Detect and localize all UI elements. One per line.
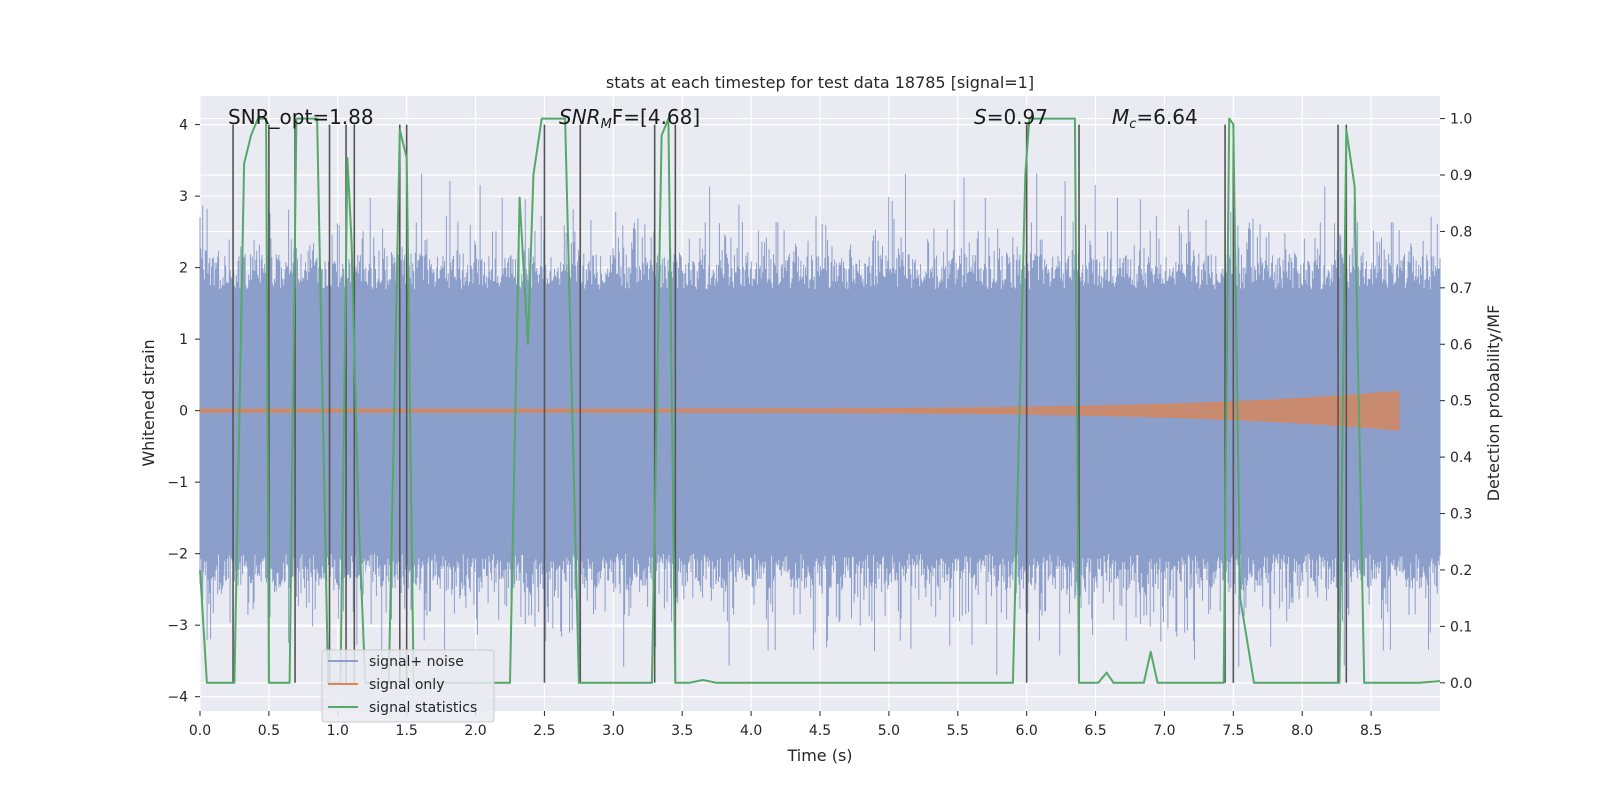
y-tick-label-left: 1 <box>179 332 188 348</box>
x-tick-label: 6.0 <box>1016 723 1038 739</box>
legend-label-statistics: signal statistics <box>369 700 477 716</box>
y-tick-label-right: 0.6 <box>1450 337 1472 353</box>
y-tick-label-right: 0.5 <box>1450 394 1472 410</box>
x-tick-label: 7.5 <box>1222 723 1244 739</box>
x-tick-label: 3.0 <box>602 723 624 739</box>
x-tick-label: 8.5 <box>1360 723 1382 739</box>
legend-label-signal: signal only <box>369 677 444 693</box>
x-tick-label: 8.0 <box>1291 723 1313 739</box>
x-tick-label: 0.0 <box>189 723 211 739</box>
x-tick-label: 7.0 <box>1153 723 1175 739</box>
y-tick-label-left: −1 <box>167 475 188 491</box>
signal-only-series <box>199 390 1400 431</box>
x-tick-label: 5.5 <box>947 723 969 739</box>
y-axis-label-left: Whitened strain <box>139 339 158 466</box>
y-tick-label-right: 0.1 <box>1450 619 1472 635</box>
y-tick-label-left: 2 <box>179 261 188 277</box>
x-tick-label: 6.5 <box>1084 723 1106 739</box>
y-tick-label-right: 0.4 <box>1450 450 1472 466</box>
x-tick-label: 1.0 <box>327 723 349 739</box>
y-tick-label-left: −3 <box>167 618 188 634</box>
chart-title: stats at each timestep for test data 187… <box>606 73 1034 92</box>
x-tick-label: 4.0 <box>740 723 762 739</box>
x-tick-label: 3.5 <box>671 723 693 739</box>
y-tick-label-left: 0 <box>179 404 188 420</box>
y-tick-label-right: 0.0 <box>1450 676 1472 692</box>
y-tick-label-right: 0.9 <box>1450 168 1472 184</box>
y-tick-label-left: −4 <box>167 690 188 706</box>
axis-ticks: 0.0 0.5 1.0 1.5 2.0 2.5 3.0 3.5 4.0 4.5 5.0 5.5 6.0 6… <box>167 112 1472 739</box>
x-tick-label: 1.5 <box>396 723 418 739</box>
annotation-snr-opt: SNR_opt=1.88 <box>228 105 374 129</box>
y-tick-label-right: 0.8 <box>1450 224 1472 240</box>
x-tick-label: 2.5 <box>533 723 555 739</box>
x-tick-label: 4.5 <box>809 723 831 739</box>
signal-chirp <box>199 390 1400 431</box>
y-tick-label-left: 4 <box>179 118 188 134</box>
x-tick-label: 0.5 <box>258 723 280 739</box>
y-tick-label-left: 3 <box>179 189 188 205</box>
annotation-s: S=0.97 <box>974 105 1048 129</box>
x-tick-label: 2.0 <box>464 723 486 739</box>
y-tick-label-right: 0.2 <box>1450 563 1472 579</box>
y-tick-label-right: 0.7 <box>1450 281 1472 297</box>
legend-box <box>321 649 495 723</box>
x-tick-label: 5.0 <box>878 723 900 739</box>
y-tick-label-right: 1.0 <box>1450 112 1472 128</box>
x-axis-label: Time (s) <box>786 746 852 765</box>
y-tick-label-right: 0.3 <box>1450 507 1472 523</box>
y-axis-label-right: Detection probability/MF <box>1484 305 1503 502</box>
annotation-mc: Mc=6.64 <box>1112 105 1198 132</box>
legend: signal+ noise signal only signal statist… <box>321 649 495 723</box>
annotation-snr-mf: SNRMF=[4.68] <box>559 105 700 132</box>
y-tick-label-left: −2 <box>167 547 188 563</box>
legend-label-noise: signal+ noise <box>369 654 464 670</box>
